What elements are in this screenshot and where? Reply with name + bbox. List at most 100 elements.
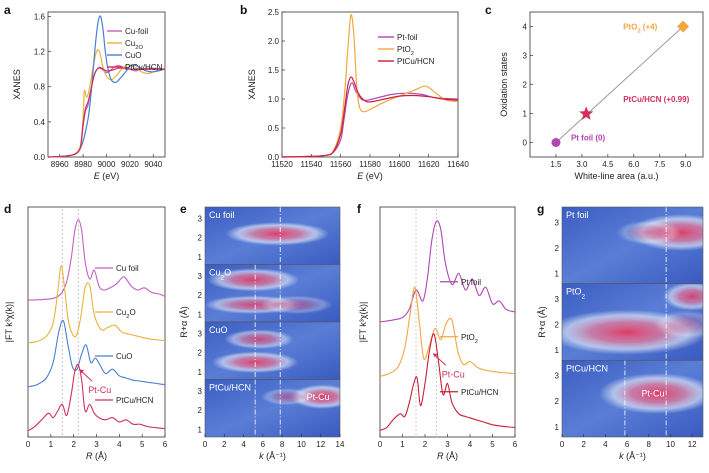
text-span: PtCu/HCN — [566, 363, 608, 373]
x-tick-label: 0 — [378, 440, 383, 449]
panel-c-ylabel: Oxidation states — [499, 52, 509, 117]
heatmap-blob — [225, 222, 330, 246]
text-span: PtO — [623, 23, 637, 32]
y-tick-label: 1.5 — [268, 66, 280, 75]
panel-c-point-label: PtO2 (+4) — [623, 23, 657, 35]
panel-g-annotation-label: Pt-Cu — [641, 389, 664, 399]
x-tick-label: 4.5 — [602, 160, 614, 169]
text-span: CuO — [125, 51, 141, 60]
y-tick-label: 3 — [523, 52, 528, 61]
panel-e-row-cu2o — [205, 264, 340, 322]
y-tick-label: 0.8 — [34, 83, 46, 92]
axis-symbol: k — [259, 451, 264, 461]
panel-f-legend-label: Pt foil — [461, 278, 481, 287]
panel-a-series-cuo — [47, 15, 166, 158]
x-tick-label: 2 — [71, 440, 76, 449]
x-tick-label: 8980 — [74, 160, 92, 169]
panel-g-row-pto2 — [562, 283, 703, 361]
x-tick-label: 6 — [163, 440, 168, 449]
panel-d-series-ptcu-hcn — [27, 363, 166, 432]
panel-e-ylabel: R+α (Å) — [179, 306, 189, 337]
panel-c-xlabel: White-line area (a.u.) — [574, 171, 658, 181]
x-tick-label: 12 — [316, 440, 325, 449]
panel-d-legend-label: Cu2O — [116, 308, 136, 320]
panel-b-legend-label: Pt-foil — [397, 33, 418, 42]
panel-d-annotation-label: Pt-Cu — [88, 385, 111, 395]
x-tick-label: 11520 — [271, 160, 293, 169]
panel-g-ylabel: R+α (Å) — [537, 306, 547, 337]
y-tick-label: 1.6 — [34, 12, 46, 21]
panel-a-legend-label: Cu-foil — [125, 27, 148, 36]
x-tick-label: 9000 — [98, 160, 116, 169]
y-tick-label: 2 — [198, 406, 203, 415]
x-tick-label: 12 — [688, 440, 697, 449]
x-tick-label: 9020 — [121, 160, 139, 169]
x-tick-label: 11640 — [447, 160, 469, 169]
x-tick-label: 6 — [625, 440, 630, 449]
panel-b-legend-label: PtCu/HCN — [397, 57, 435, 66]
panel-c-fit-line — [555, 26, 684, 143]
panel-c-frame — [529, 11, 704, 158]
x-tick-label: 11620 — [418, 160, 440, 169]
text-span: PtCu/HCN — [209, 383, 251, 393]
text-span: O — [129, 308, 135, 317]
text-span: PtCu/HCN — [125, 63, 163, 72]
x-tick-label: 10 — [297, 440, 306, 449]
text-span: 2 — [475, 339, 478, 345]
panel-b-legend-label: PtO2 — [397, 45, 414, 57]
panel-c-point-pt-foil — [551, 138, 561, 147]
text-span: PtCu/HCN — [461, 388, 499, 397]
x-tick-label: 14 — [336, 440, 345, 449]
panel-d-legend-label: CuO — [116, 352, 132, 361]
heatmap-blob — [224, 329, 294, 350]
panel-g-row-label: PtO2 — [566, 287, 586, 301]
x-tick-label: 0 — [203, 440, 208, 449]
text-span: 2O — [135, 45, 143, 51]
panel-b-frame — [281, 11, 459, 158]
panel-letter-f: f — [357, 202, 362, 216]
text-span: 2 — [582, 293, 586, 300]
y-tick-label: 0.0 — [34, 153, 46, 162]
y-tick-label: 3 — [555, 295, 560, 304]
axis-symbol: R — [86, 451, 93, 461]
y-tick-label: 0 — [523, 139, 528, 148]
x-tick-label: 1 — [49, 440, 54, 449]
text-span: 2 — [637, 29, 640, 35]
text-span: Cu — [209, 268, 221, 278]
panel-a-series-cu-foil — [47, 64, 166, 158]
axis-unit: (Å⁻¹) — [264, 451, 286, 461]
y-tick-label: 1 — [555, 346, 560, 355]
x-tick-label: 4 — [468, 440, 473, 449]
y-tick-label: 1 — [198, 425, 203, 434]
axis-unit: (eV) — [363, 171, 383, 181]
text-span: Cu — [116, 308, 126, 317]
x-tick-label: 8960 — [51, 160, 69, 169]
x-tick-label: 3.0 — [576, 160, 588, 169]
heatmap-blob — [616, 220, 682, 245]
panel-e-row-ptcu-hcn — [205, 379, 340, 437]
y-tick-label: 2 — [523, 81, 528, 90]
x-tick-label: 0 — [26, 440, 31, 449]
panel-a-ylabel: XANES — [12, 69, 22, 100]
panel-g-row-label: Pt foil — [566, 210, 589, 220]
text-span: PtO — [397, 45, 411, 54]
y-tick-label: 3 — [198, 215, 203, 224]
x-tick-label: 0 — [560, 440, 565, 449]
panel-d-series-cu-foil — [27, 219, 166, 301]
y-tick-label: 1 — [198, 310, 203, 319]
panel-d-series-cu2o — [27, 265, 166, 344]
x-tick-label: 2 — [581, 440, 586, 449]
y-tick-label: 1 — [198, 368, 203, 377]
heatmap-blob — [260, 388, 314, 406]
text-span: 2 — [221, 274, 225, 281]
y-tick-label: 2.0 — [268, 37, 280, 46]
text-span: PtO — [566, 287, 582, 297]
y-tick-label: 3 — [555, 218, 560, 227]
panel-f-legend-label: PtO2 — [461, 333, 478, 345]
y-tick-label: 2 — [198, 291, 203, 300]
x-tick-label: 1.5 — [550, 160, 562, 169]
panel-c-point-label: Pt foil (0) — [571, 134, 606, 143]
panel-e-annotation-label: Pt-Cu — [307, 392, 330, 402]
axis-symbol: E — [357, 171, 364, 181]
